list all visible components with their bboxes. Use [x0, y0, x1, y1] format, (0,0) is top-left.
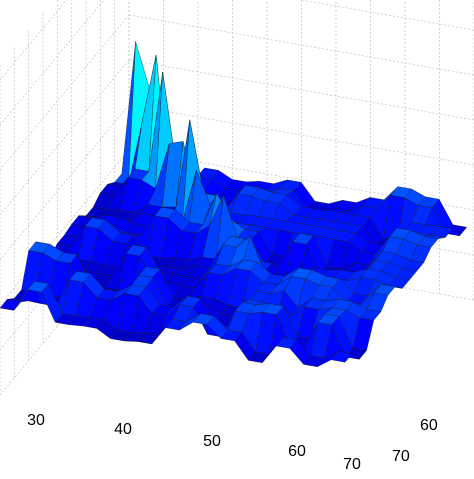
x-tick-label: 30 [27, 412, 45, 429]
grid-line [0, 0, 105, 126]
x-tick-label: 40 [114, 421, 132, 438]
x-tick-label: 70 [343, 456, 361, 473]
grid-line [0, 0, 68, 81]
surface-layer [0, 41, 468, 367]
grid-layer [0, 0, 474, 396]
y-tick-label: 70 [392, 448, 410, 465]
grid-line [0, 104, 130, 261]
x-tick-label: 60 [288, 443, 306, 460]
grid-line [0, 14, 130, 171]
axis-layer: 30 40 50 60 70 60 70 [27, 412, 438, 473]
grid-line [0, 149, 130, 306]
surface-cell [330, 351, 353, 363]
x-tick-label: 50 [203, 433, 221, 450]
y-tick-label: 60 [420, 417, 438, 434]
grid-line [0, 59, 130, 216]
